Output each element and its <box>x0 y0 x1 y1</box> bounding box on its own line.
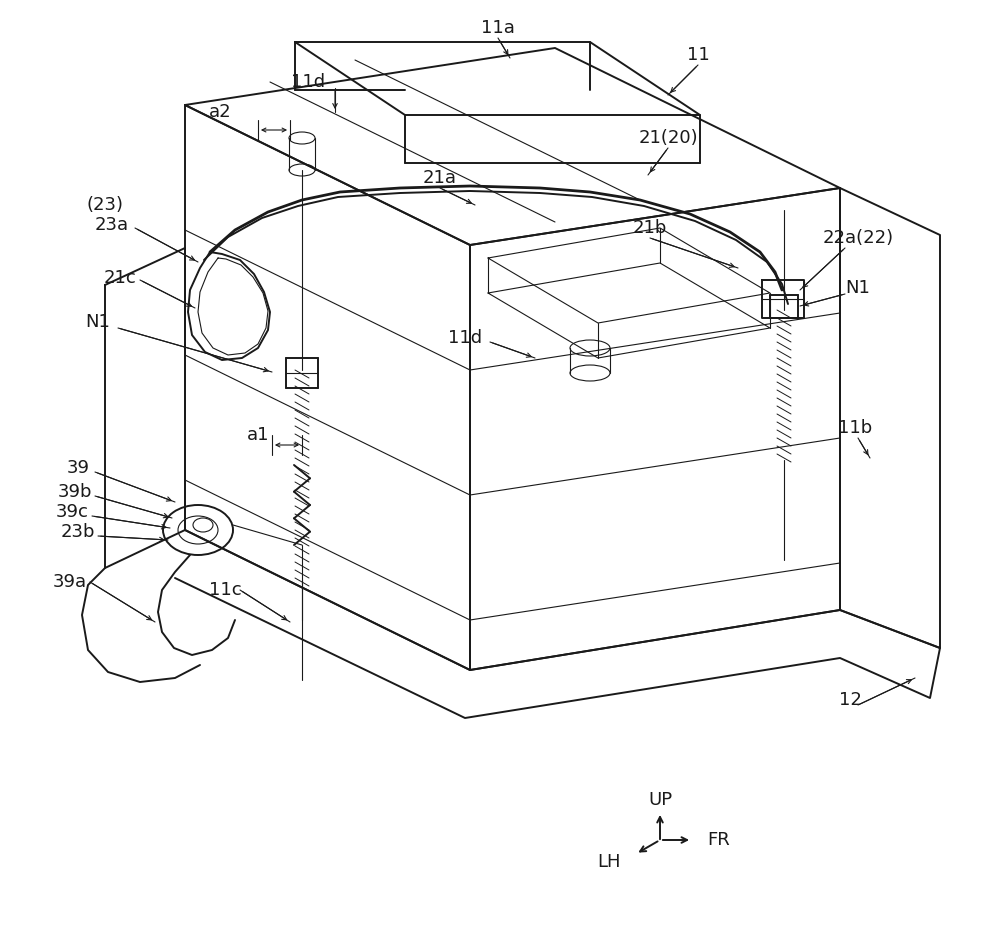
Text: LH: LH <box>597 853 621 871</box>
Text: a1: a1 <box>247 426 269 444</box>
Text: 39b: 39b <box>58 483 92 501</box>
Text: 21c: 21c <box>104 269 136 287</box>
Text: 39a: 39a <box>53 573 87 591</box>
Text: 21b: 21b <box>633 219 667 237</box>
Text: 21a: 21a <box>423 169 457 187</box>
Text: 39: 39 <box>67 459 90 477</box>
Text: 12: 12 <box>839 691 861 709</box>
Text: N1: N1 <box>846 279 870 297</box>
Text: 23b: 23b <box>61 523 95 541</box>
Text: 39c: 39c <box>56 503 88 521</box>
Text: 11c: 11c <box>209 581 241 599</box>
Text: 11a: 11a <box>481 19 515 37</box>
Text: (23): (23) <box>87 196 124 214</box>
Text: UP: UP <box>648 791 672 809</box>
Text: 21(20): 21(20) <box>638 129 698 147</box>
Text: a2: a2 <box>209 103 231 121</box>
Text: 11d: 11d <box>291 73 325 91</box>
Text: 11: 11 <box>687 46 709 64</box>
Text: N1: N1 <box>86 313 110 331</box>
Text: 11d: 11d <box>448 329 482 347</box>
Text: 22a(22): 22a(22) <box>822 229 894 247</box>
Text: 23a: 23a <box>95 216 129 234</box>
Text: FR: FR <box>707 831 730 849</box>
Text: 11b: 11b <box>838 419 872 437</box>
